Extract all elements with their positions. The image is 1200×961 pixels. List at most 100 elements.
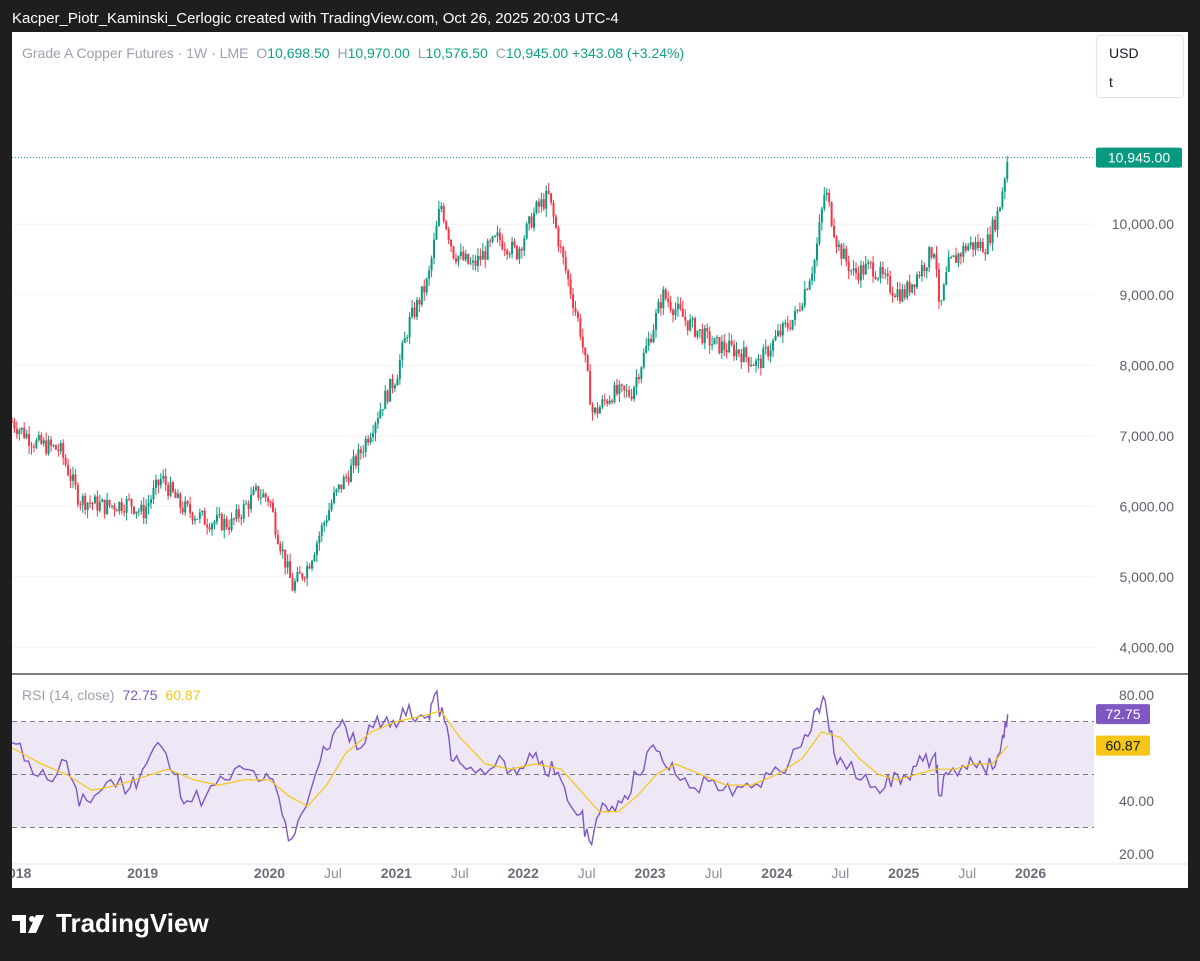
candle-body <box>650 338 653 343</box>
candle-body <box>567 270 570 280</box>
candle-body <box>781 322 784 336</box>
candle-body <box>498 232 501 241</box>
candle-body <box>293 581 296 591</box>
candle-body <box>391 378 394 389</box>
rsi-label[interactable]: RSI (14, close) <box>22 687 115 703</box>
candle-body <box>140 504 143 512</box>
rsi-line <box>11 689 1009 847</box>
candle-body <box>713 338 716 345</box>
candle-body <box>196 518 199 520</box>
candle-body <box>603 399 606 401</box>
candle-body <box>820 208 823 223</box>
time-axis-label: Jul <box>705 865 723 881</box>
candle-body <box>98 502 101 511</box>
candle-body <box>979 241 982 248</box>
candle-body <box>137 511 140 513</box>
candle-body <box>428 270 431 279</box>
candle-body <box>513 241 516 246</box>
candle-body <box>740 353 743 363</box>
candle-body <box>11 421 13 423</box>
rsi-header: RSI (14, close) 72.75 60.87 <box>22 687 200 703</box>
candle-body <box>862 265 865 275</box>
unit-label[interactable]: t <box>1109 74 1113 90</box>
candle-body <box>103 499 106 514</box>
candle-body <box>408 316 411 338</box>
candle-body <box>86 502 89 510</box>
candle-body <box>715 337 718 339</box>
open-value: 10,698.50 <box>267 45 330 61</box>
time-axis-label: 2023 <box>634 865 665 881</box>
candle-body <box>557 227 560 247</box>
candle-body <box>730 340 733 345</box>
candle-body <box>637 377 640 380</box>
candle-body <box>184 501 187 513</box>
candle-body <box>518 248 521 260</box>
rsi-tick-label: 80.00 <box>1119 687 1154 703</box>
candle-body <box>372 433 375 438</box>
candle-body <box>37 435 40 441</box>
candle-body <box>257 486 260 498</box>
candle-body <box>833 225 836 238</box>
candle-body <box>542 199 545 209</box>
candle-body <box>886 273 889 277</box>
candle-body <box>737 349 740 354</box>
candle-body <box>630 396 633 400</box>
candle-body <box>901 289 904 302</box>
candle-body <box>108 499 111 506</box>
candle-body <box>996 211 999 230</box>
symbol-interval[interactable]: 1W <box>186 45 208 61</box>
candle-body <box>157 479 160 486</box>
candle-body <box>508 254 511 256</box>
candle-body <box>898 289 901 302</box>
currency-label[interactable]: USD <box>1109 45 1139 61</box>
candle-body <box>933 254 936 258</box>
low-value: 10,576.50 <box>425 45 488 61</box>
candle-body <box>406 337 409 339</box>
candle-body <box>764 347 767 349</box>
candle-body <box>718 337 721 354</box>
candle-body <box>952 255 955 258</box>
candle-body <box>445 221 448 230</box>
candle-body <box>18 430 21 434</box>
time-axis-label: 2019 <box>127 865 158 881</box>
candle-body <box>618 384 621 394</box>
candle-body <box>152 488 155 500</box>
candle-body <box>171 482 174 492</box>
candle-body <box>676 303 679 310</box>
candle-body <box>925 267 928 272</box>
candle-body <box>576 312 579 319</box>
candle-body <box>289 561 292 578</box>
candle-body <box>920 265 923 277</box>
price-tick-label: 9,000.00 <box>1120 287 1175 303</box>
candle-body <box>186 501 189 505</box>
candle-body <box>393 385 396 389</box>
candle-body <box>481 251 484 260</box>
candle-body <box>633 387 636 400</box>
candle-body <box>379 409 382 419</box>
candle-body <box>572 294 575 308</box>
candle-body <box>437 209 440 226</box>
candle-body <box>806 289 809 291</box>
symbol-name[interactable]: Grade A Copper Futures <box>22 45 174 61</box>
candle-body <box>69 475 72 481</box>
candles <box>11 155 1009 594</box>
candle-body <box>486 240 489 260</box>
candle-body <box>167 485 170 496</box>
candle-body <box>411 307 414 317</box>
candle-body <box>301 573 304 579</box>
candle-body <box>752 364 755 366</box>
candle-body <box>162 475 165 479</box>
high-value: 10,970.00 <box>347 45 410 61</box>
candle-body <box>881 266 884 275</box>
candle-body <box>584 347 587 356</box>
candle-body <box>969 242 972 246</box>
candle-body <box>725 349 728 353</box>
candle-body <box>259 497 262 499</box>
candle-body <box>303 578 306 580</box>
candle-body <box>964 245 967 251</box>
candle-body <box>474 260 477 266</box>
currency-unit-menu[interactable]: USD t <box>1096 35 1184 98</box>
candle-body <box>889 276 892 293</box>
candle-body <box>403 337 406 343</box>
candle-body <box>220 514 223 531</box>
